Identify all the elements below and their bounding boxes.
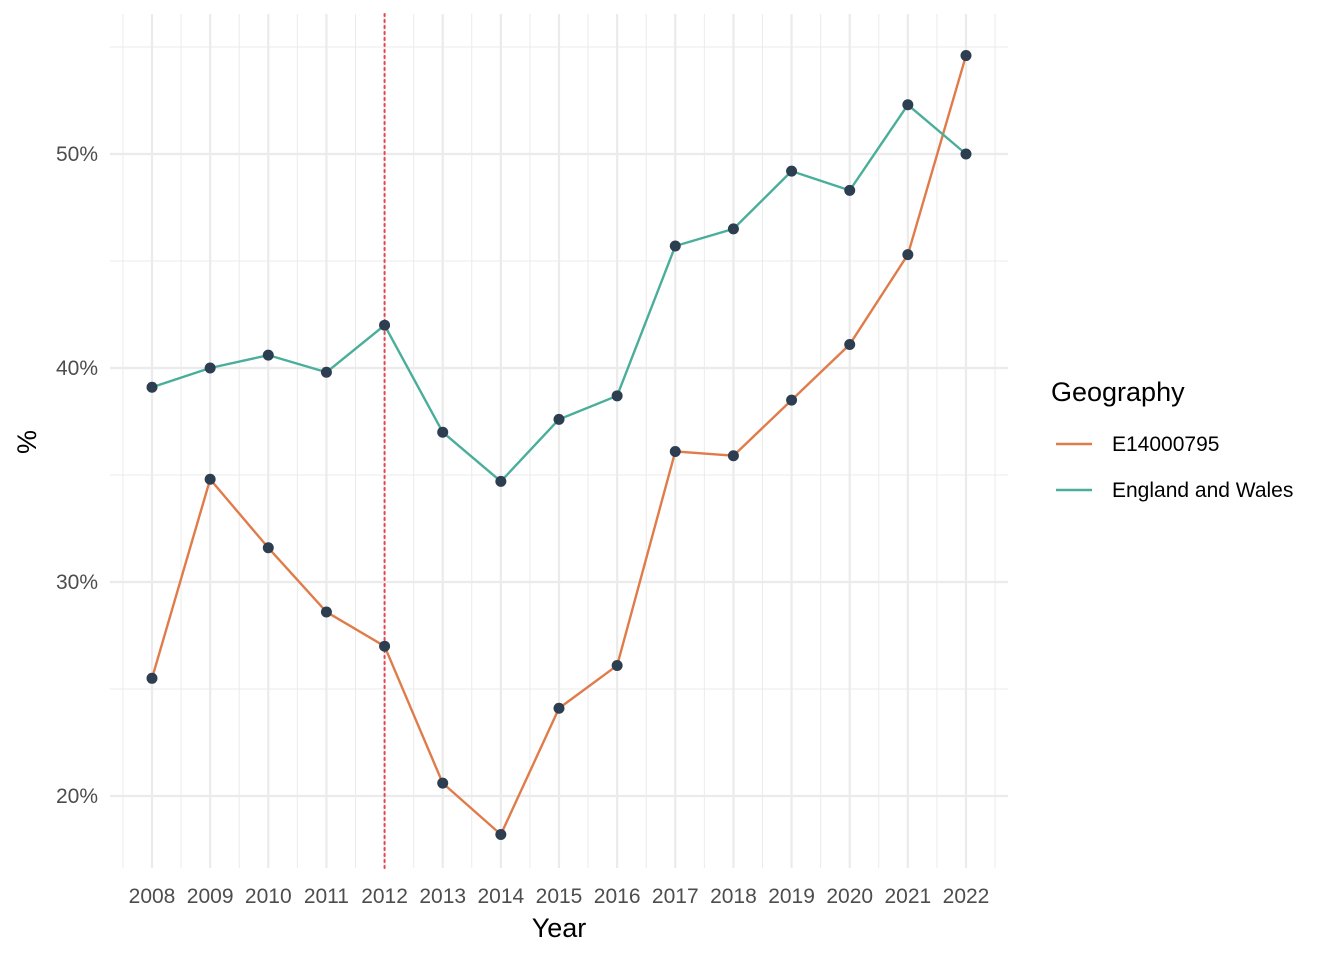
data-point-0-2020 [844, 338, 856, 350]
data-point-1-2009 [204, 362, 216, 374]
legend-items: E14000795 England and Wales [1056, 433, 1293, 502]
major-gridlines [110, 14, 1008, 868]
data-point-1-2022 [960, 148, 972, 160]
y-tick-labels: 20% 30% 40% 50% [56, 143, 98, 808]
legend-label-0: E14000795 [1112, 433, 1219, 456]
y-tick-label: 40% [56, 357, 98, 380]
data-point-1-2016 [611, 390, 623, 402]
x-tick-label: 2022 [943, 885, 990, 908]
data-point-0-2017 [669, 445, 681, 457]
data-point-1-2021 [902, 99, 914, 111]
data-point-0-2018 [727, 450, 739, 462]
data-point-0-2013 [437, 777, 449, 789]
x-tick-label: 2011 [304, 885, 349, 908]
data-point-1-2014 [495, 475, 507, 487]
x-tick-label: 2013 [419, 885, 466, 908]
data-point-1-2013 [437, 426, 449, 438]
x-tick-label: 2008 [129, 885, 176, 908]
x-tick-label: 2016 [594, 885, 641, 908]
data-point-0-2022 [960, 50, 972, 62]
x-tick-label: 2018 [710, 885, 757, 908]
data-point-0-2010 [262, 542, 274, 554]
x-tick-label: 2014 [477, 885, 524, 908]
data-point-0-2011 [320, 606, 332, 618]
data-point-1-2018 [727, 223, 739, 235]
series-points [146, 50, 972, 841]
x-tick-labels: 2008 2009 2010 2011 2012 2013 2014 2015 2016 2017… [129, 885, 990, 908]
x-axis-title: Year [532, 913, 587, 943]
x-tick-label: 2009 [187, 885, 234, 908]
data-point-0-2021 [902, 249, 914, 261]
data-point-0-2012 [379, 640, 391, 652]
x-tick-label: 2017 [652, 885, 699, 908]
x-tick-label: 2021 [884, 885, 931, 908]
data-point-1-2015 [553, 413, 565, 425]
data-point-0-2008 [146, 672, 158, 684]
data-point-0-2014 [495, 829, 507, 841]
data-point-1-2019 [786, 165, 798, 177]
legend-label-1: England and Wales [1112, 479, 1293, 502]
data-point-0-2019 [786, 394, 798, 406]
data-point-1-2010 [262, 349, 274, 361]
data-point-1-2011 [320, 366, 332, 378]
x-tick-label: 2020 [826, 885, 873, 908]
legend: Geography E14000795 England and Wales [1051, 377, 1293, 502]
data-point-1-2008 [146, 381, 158, 393]
data-point-1-2012 [379, 319, 391, 331]
data-point-0-2016 [611, 659, 623, 671]
y-tick-label: 30% [56, 571, 98, 594]
legend-title: Geography [1051, 377, 1185, 407]
data-point-1-2020 [844, 184, 856, 196]
data-point-1-2017 [669, 240, 681, 252]
y-tick-label: 50% [56, 143, 98, 166]
x-tick-label: 2019 [768, 885, 815, 908]
x-tick-label: 2015 [536, 885, 583, 908]
data-point-0-2015 [553, 702, 565, 714]
x-tick-label: 2012 [361, 885, 408, 908]
data-point-0-2009 [204, 473, 216, 485]
y-tick-label: 20% [56, 785, 98, 808]
x-tick-label: 2010 [245, 885, 292, 908]
y-axis-title: % [12, 430, 42, 454]
